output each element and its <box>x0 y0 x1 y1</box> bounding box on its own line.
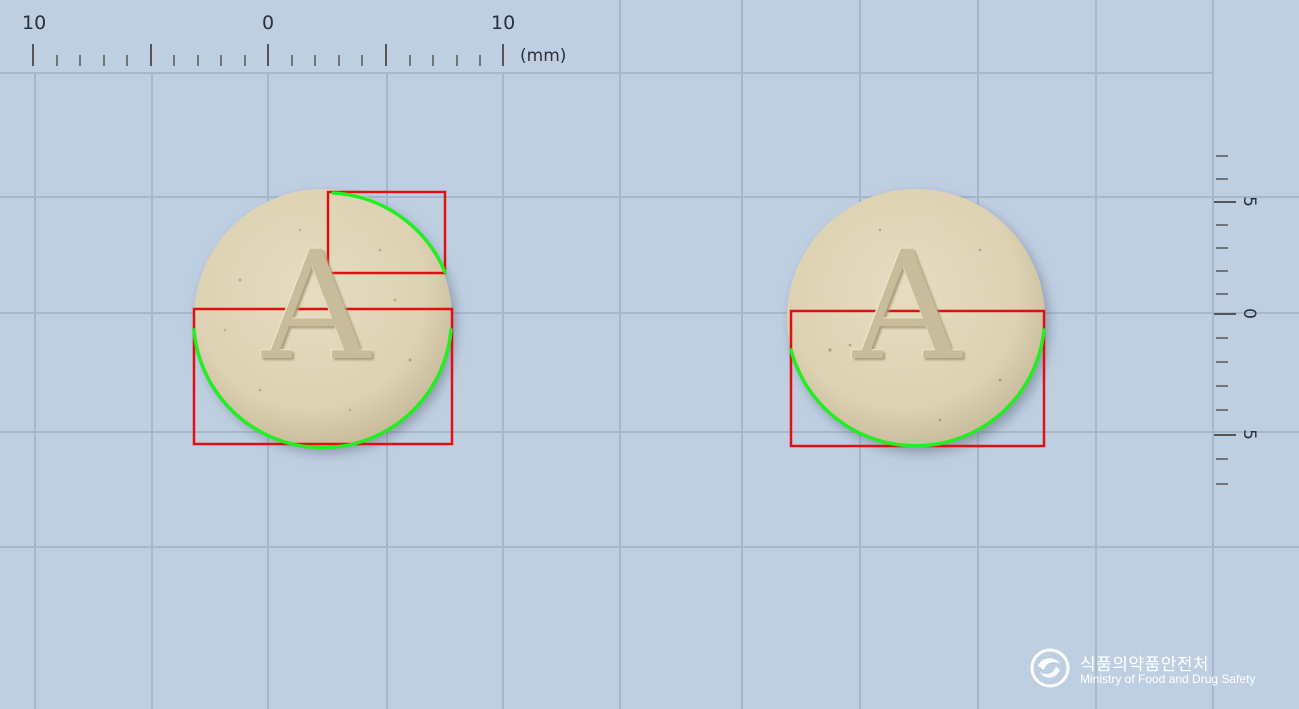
top-ruler-label-left: 10 <box>22 12 47 34</box>
top-ruler-unit: (mm) <box>520 46 567 66</box>
right-ruler-label-bottom: 5 <box>1238 429 1259 440</box>
top-ruler <box>32 44 504 66</box>
detection-box <box>326 190 447 275</box>
detection-box <box>192 307 454 446</box>
top-ruler-label-center: 0 <box>262 12 275 34</box>
mfds-logo: 식품의약품안전처 Ministry of Food and Drug Safet… <box>1030 648 1280 692</box>
right-ruler-label-center: 0 <box>1238 308 1259 319</box>
mfds-logo-english: Ministry of Food and Drug Safety <box>1080 672 1256 686</box>
mfds-emblem-icon <box>1030 648 1070 688</box>
right-ruler <box>1214 155 1236 485</box>
tablet-left <box>194 189 452 447</box>
edge-traces <box>192 191 1046 450</box>
right-ruler-label-top: 5 <box>1238 196 1259 207</box>
mfds-logo-korean: 식품의약품안전처 <box>1080 655 1210 675</box>
top-ruler-label-right: 10 <box>491 12 516 34</box>
tablet-right-speckles <box>828 228 1002 422</box>
tablet-left-imprint: A <box>262 220 371 394</box>
tablet-right-imprint: A <box>853 220 962 394</box>
tablet-left-speckles <box>223 228 412 412</box>
tablet-right <box>787 189 1045 447</box>
